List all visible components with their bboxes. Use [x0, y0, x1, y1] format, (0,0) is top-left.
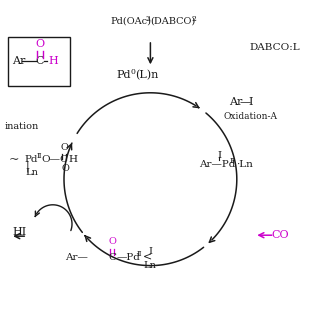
Text: O: O — [108, 237, 116, 246]
Text: I: I — [248, 97, 252, 108]
Text: Oxidation-A: Oxidation-A — [224, 112, 278, 121]
Text: |: | — [25, 161, 29, 172]
Text: I: I — [217, 151, 221, 160]
Text: Ar: Ar — [229, 97, 242, 108]
Text: O: O — [60, 143, 68, 152]
Text: II: II — [230, 157, 235, 165]
Text: —: — — [239, 97, 251, 108]
Text: O—C: O—C — [42, 156, 68, 164]
Text: O: O — [36, 39, 44, 49]
Text: —Pd: —Pd — [117, 253, 141, 262]
Text: Ar—: Ar— — [65, 253, 88, 262]
Text: Ar: Ar — [12, 56, 26, 67]
Text: ·Ln: ·Ln — [236, 160, 253, 169]
Text: II: II — [36, 152, 42, 160]
Text: Pd(OAc): Pd(OAc) — [110, 16, 151, 25]
Text: Pd: Pd — [117, 70, 131, 80]
FancyBboxPatch shape — [8, 37, 70, 86]
Text: (L)n: (L)n — [135, 70, 158, 80]
Text: ~: ~ — [9, 154, 19, 166]
Text: C: C — [108, 253, 116, 262]
Text: O: O — [62, 164, 70, 173]
Text: ination: ination — [5, 122, 39, 131]
Text: 2: 2 — [191, 15, 196, 23]
Text: <: < — [142, 252, 152, 263]
Text: C: C — [36, 56, 44, 67]
Text: 2: 2 — [146, 15, 150, 23]
Text: Ar—Pd: Ar—Pd — [199, 160, 236, 169]
Text: CO: CO — [271, 230, 289, 240]
Text: II: II — [137, 250, 142, 258]
Text: Ln: Ln — [25, 168, 38, 177]
Text: (DABCO): (DABCO) — [150, 16, 195, 25]
Text: Pd: Pd — [24, 156, 37, 164]
Text: DABCO:L: DABCO:L — [250, 44, 300, 52]
Text: HI: HI — [13, 227, 27, 237]
Text: Ln: Ln — [143, 261, 156, 270]
Text: 0: 0 — [131, 68, 135, 76]
Text: H: H — [69, 156, 78, 164]
Text: I: I — [149, 247, 153, 256]
Text: H: H — [48, 56, 58, 67]
